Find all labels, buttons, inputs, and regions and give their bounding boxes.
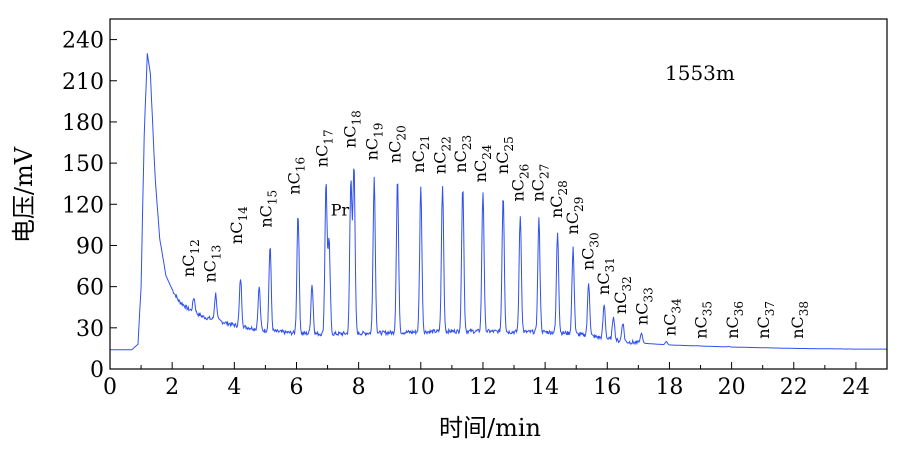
x-tick-label: 20 (718, 375, 746, 400)
x-tick-label: 10 (407, 375, 435, 400)
x-axis-label: 时间/min (439, 414, 541, 442)
y-axis-label: 电压/mV (10, 146, 38, 243)
peak-label: nC16 (285, 157, 308, 195)
peak-label: nC17 (313, 129, 336, 167)
peak-label: nC26 (508, 164, 531, 202)
x-tick-label: 0 (103, 375, 117, 400)
peak-label: nC14 (227, 206, 250, 244)
peak-label: nC15 (257, 190, 280, 228)
peak-label: nC30 (578, 232, 601, 270)
y-tick-label: 180 (62, 111, 104, 136)
peak-label: nC20 (386, 125, 409, 163)
x-tick-label: 4 (227, 375, 241, 400)
x-tick-label: 8 (352, 375, 366, 400)
peak-label: nC21 (409, 135, 432, 173)
peak-label: nC24 (471, 144, 494, 182)
x-tick-label: 22 (780, 375, 808, 400)
peak-label: nC33 (633, 287, 656, 325)
y-tick-label: 120 (62, 193, 104, 218)
x-tick-label: 18 (655, 375, 683, 400)
y-tick-label: 210 (62, 70, 104, 95)
peak-label: nC32 (611, 276, 634, 314)
peak-label: nC29 (563, 197, 586, 235)
x-tick-label: 16 (593, 375, 621, 400)
peak-label: nC27 (529, 164, 552, 202)
peak-label: nC34 (661, 298, 684, 336)
peak-label: nC18 (341, 110, 364, 148)
plot-area (110, 53, 887, 351)
peak-label: nC28 (547, 180, 570, 218)
y-tick-label: 150 (62, 152, 104, 177)
x-tick-label: 6 (289, 375, 303, 400)
y-tick-label: 60 (76, 276, 104, 301)
axis-ticks: 0 2 4 6 8 10 12 14 16 18 20 22 240306090120150180210… (62, 29, 870, 400)
plot-frame (109, 18, 888, 370)
peak-label: nC38 (788, 301, 811, 339)
peak-label: nC35 (692, 301, 715, 339)
x-tick-label: 14 (531, 375, 559, 400)
x-tick-label: 24 (842, 375, 870, 400)
x-tick-label: 2 (165, 375, 179, 400)
y-tick-label: 90 (76, 234, 104, 259)
y-tick-label: 30 (76, 317, 104, 342)
depth-annotation: 1553m (665, 61, 735, 85)
signal-trace (110, 53, 887, 351)
peak-label: nC25 (493, 136, 516, 174)
peak-label: nC13 (201, 245, 224, 283)
peak-label: nC36 (723, 301, 746, 339)
peak-label: nC31 (594, 257, 617, 295)
peak-label: nC37 (754, 301, 777, 339)
x-tick-label: 12 (469, 375, 497, 400)
peak-label: nC23 (451, 135, 474, 173)
peak-label: nC22 (431, 136, 454, 174)
y-tick-label: 240 (62, 29, 104, 54)
pristane-label: Pr (331, 200, 350, 219)
y-tick-label: 0 (90, 358, 104, 383)
peak-label: nC19 (362, 123, 385, 161)
peak-label: nC12 (179, 239, 202, 277)
